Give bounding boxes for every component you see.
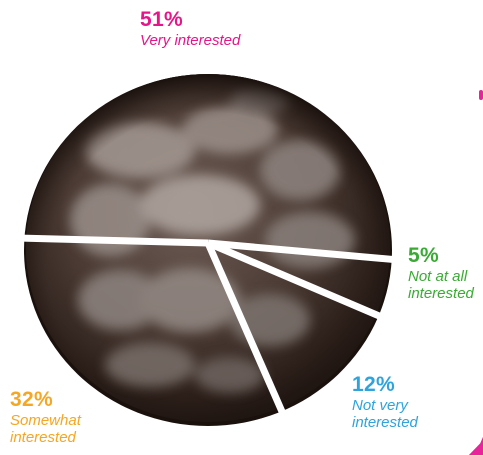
slice-percent: 32% (10, 388, 53, 411)
slice-label-not-very-interested: 12% Not very interested (352, 373, 442, 432)
slice-description: Not very interested (352, 397, 418, 432)
slice-separator (207, 239, 413, 265)
slice-percent: 51% (140, 8, 183, 31)
slice-description: Very interested (140, 32, 241, 50)
slice-separators (3, 234, 413, 433)
slice-separator (3, 234, 209, 247)
slice-description: Somewhat interested (10, 412, 81, 447)
slice-separator (206, 239, 398, 327)
slice-label-not-at-all-interested: 5% Not at all interested (408, 244, 483, 303)
slice-separator (204, 241, 294, 433)
slice-label-somewhat-interested: 32% Somewhat interested (10, 388, 110, 447)
decorative-accent (479, 90, 483, 100)
slice-percent: 5% (408, 244, 439, 267)
slice-percent: 12% (352, 373, 395, 396)
cookie-body (24, 74, 392, 426)
slice-description: Not at all interested (408, 268, 474, 303)
slice-label-very-interested: 51% Very interested (140, 8, 240, 49)
